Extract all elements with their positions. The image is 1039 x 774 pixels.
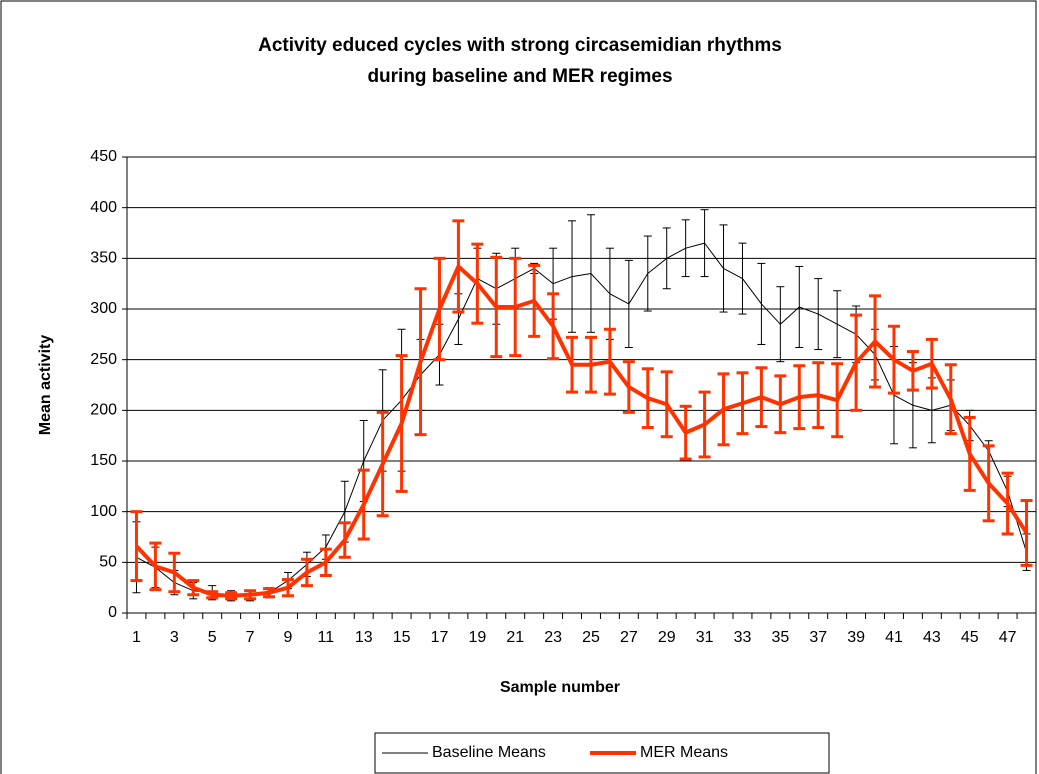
x-tick-label: 27 [620,629,638,646]
legend-label: MER Means [640,744,728,761]
x-axis-title: Sample number [500,679,620,696]
x-tick-label: 47 [999,629,1017,646]
y-axis-title: Mean activity [37,335,54,436]
y-tick-label: 450 [90,148,117,165]
y-tick-label: 200 [90,402,117,419]
series-line [135,264,1029,598]
x-tick-label: 39 [847,629,865,646]
x-tick-label: 11 [318,629,335,646]
series-line [136,242,1028,597]
x-tick-label: 3 [170,629,179,646]
y-tick-label: 150 [90,452,117,469]
x-tick-label: 17 [431,629,449,646]
chart-title: during baseline and MER regimes [367,66,672,87]
x-tick-label: 1 [132,629,141,646]
x-tick-label: 41 [885,629,903,646]
x-tick-label: 9 [284,629,293,646]
x-tick-label: 19 [468,629,486,646]
x-tick-label: 35 [771,629,789,646]
y-tick-label: 400 [90,199,117,216]
x-tick-label: 13 [355,629,373,646]
x-tick-label: 31 [696,629,714,646]
x-tick-label: 45 [961,629,979,646]
x-tick-label: 21 [506,629,524,646]
x-tick-label: 33 [734,629,752,646]
y-tick-label: 0 [108,604,117,621]
y-tick-label: 300 [90,300,117,317]
x-tick-label: 25 [582,629,600,646]
y-tick-label: 100 [90,503,117,520]
x-tick-label: 23 [544,629,562,646]
chart-title: Activity educed cycles with strong circa… [258,35,782,56]
y-tick-label: 350 [90,250,117,267]
x-tick-label: 7 [246,629,255,646]
x-tick-label: 37 [809,629,827,646]
y-tick-label: 250 [90,351,117,368]
legend-label: Baseline Means [432,744,546,761]
x-tick-label: 5 [208,629,217,646]
x-tick-label: 43 [923,629,941,646]
x-tick-label: 15 [393,629,411,646]
y-tick-label: 50 [99,554,117,571]
x-tick-label: 29 [658,629,676,646]
